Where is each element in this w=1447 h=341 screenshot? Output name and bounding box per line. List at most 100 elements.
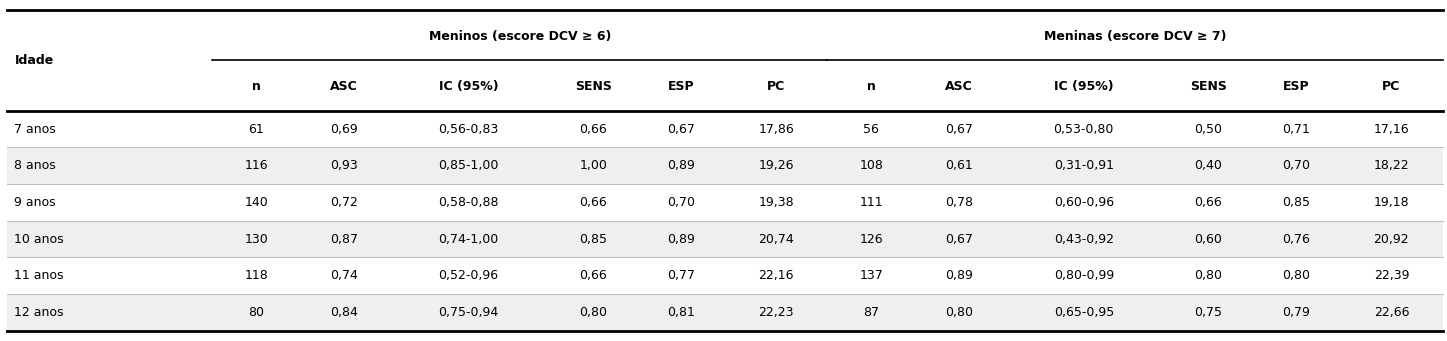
Text: 0,84: 0,84 bbox=[330, 306, 357, 319]
Text: 80: 80 bbox=[249, 306, 265, 319]
Text: 22,23: 22,23 bbox=[758, 306, 794, 319]
Text: 0,80: 0,80 bbox=[579, 306, 608, 319]
Text: 0,70: 0,70 bbox=[667, 196, 695, 209]
Text: 18,22: 18,22 bbox=[1373, 159, 1409, 172]
Text: 22,16: 22,16 bbox=[758, 269, 794, 282]
Text: 0,43-0,92: 0,43-0,92 bbox=[1053, 233, 1114, 246]
Text: 111: 111 bbox=[860, 196, 883, 209]
Text: 0,66: 0,66 bbox=[1194, 196, 1223, 209]
Text: 108: 108 bbox=[860, 159, 883, 172]
Text: 12 anos: 12 anos bbox=[14, 306, 64, 319]
Text: 0,85: 0,85 bbox=[579, 233, 608, 246]
Text: 0,65-0,95: 0,65-0,95 bbox=[1053, 306, 1114, 319]
Text: 0,74: 0,74 bbox=[330, 269, 357, 282]
Text: 116: 116 bbox=[245, 159, 268, 172]
Text: 0,85-1,00: 0,85-1,00 bbox=[438, 159, 499, 172]
Text: 0,80: 0,80 bbox=[945, 306, 974, 319]
Text: 20,74: 20,74 bbox=[758, 233, 794, 246]
FancyBboxPatch shape bbox=[7, 221, 1443, 257]
Text: 0,89: 0,89 bbox=[945, 269, 974, 282]
Text: 0,50: 0,50 bbox=[1194, 123, 1223, 136]
FancyBboxPatch shape bbox=[7, 111, 1443, 148]
Text: 0,79: 0,79 bbox=[1282, 306, 1310, 319]
Text: 0,69: 0,69 bbox=[330, 123, 357, 136]
Text: 0,77: 0,77 bbox=[667, 269, 695, 282]
FancyBboxPatch shape bbox=[7, 10, 1443, 111]
Text: ESP: ESP bbox=[1283, 80, 1310, 93]
Text: 140: 140 bbox=[245, 196, 268, 209]
Text: 11 anos: 11 anos bbox=[14, 269, 64, 282]
Text: 1,00: 1,00 bbox=[579, 159, 608, 172]
Text: 0,74-1,00: 0,74-1,00 bbox=[438, 233, 499, 246]
Text: n: n bbox=[867, 80, 875, 93]
Text: 10 anos: 10 anos bbox=[14, 233, 64, 246]
Text: 0,67: 0,67 bbox=[945, 233, 974, 246]
Text: 22,66: 22,66 bbox=[1373, 306, 1409, 319]
Text: 0,78: 0,78 bbox=[945, 196, 974, 209]
Text: 0,76: 0,76 bbox=[1282, 233, 1310, 246]
Text: 19,26: 19,26 bbox=[758, 159, 794, 172]
Text: 0,72: 0,72 bbox=[330, 196, 357, 209]
Text: 61: 61 bbox=[249, 123, 265, 136]
Text: IC (95%): IC (95%) bbox=[438, 80, 498, 93]
Text: 0,87: 0,87 bbox=[330, 233, 357, 246]
Text: 0,67: 0,67 bbox=[667, 123, 695, 136]
Text: 0,75-0,94: 0,75-0,94 bbox=[438, 306, 499, 319]
Text: 0,71: 0,71 bbox=[1282, 123, 1310, 136]
Text: 0,56-0,83: 0,56-0,83 bbox=[438, 123, 499, 136]
Text: 0,85: 0,85 bbox=[1282, 196, 1310, 209]
Text: ESP: ESP bbox=[667, 80, 695, 93]
Text: 0,81: 0,81 bbox=[667, 306, 695, 319]
Text: 22,39: 22,39 bbox=[1373, 269, 1409, 282]
Text: Idade: Idade bbox=[14, 54, 54, 67]
FancyBboxPatch shape bbox=[7, 294, 1443, 331]
Text: 20,92: 20,92 bbox=[1373, 233, 1409, 246]
Text: 87: 87 bbox=[864, 306, 880, 319]
Text: 0,89: 0,89 bbox=[667, 233, 695, 246]
Text: ASC: ASC bbox=[330, 80, 357, 93]
Text: PC: PC bbox=[767, 80, 786, 93]
Text: 130: 130 bbox=[245, 233, 268, 246]
Text: 0,75: 0,75 bbox=[1194, 306, 1223, 319]
Text: 0,52-0,96: 0,52-0,96 bbox=[438, 269, 499, 282]
Text: SENS: SENS bbox=[1189, 80, 1227, 93]
FancyBboxPatch shape bbox=[7, 257, 1443, 294]
Text: n: n bbox=[252, 80, 260, 93]
Text: 0,89: 0,89 bbox=[667, 159, 695, 172]
Text: 19,38: 19,38 bbox=[758, 196, 794, 209]
Text: 0,61: 0,61 bbox=[945, 159, 974, 172]
Text: 118: 118 bbox=[245, 269, 268, 282]
Text: IC (95%): IC (95%) bbox=[1053, 80, 1114, 93]
Text: 137: 137 bbox=[860, 269, 883, 282]
Text: 7 anos: 7 anos bbox=[14, 123, 56, 136]
Text: 17,16: 17,16 bbox=[1373, 123, 1409, 136]
Text: 0,80: 0,80 bbox=[1194, 269, 1223, 282]
Text: 56: 56 bbox=[864, 123, 880, 136]
Text: 8 anos: 8 anos bbox=[14, 159, 56, 172]
Text: 126: 126 bbox=[860, 233, 883, 246]
Text: Meninos (escore DCV ≥ 6): Meninos (escore DCV ≥ 6) bbox=[428, 30, 611, 43]
Text: 0,70: 0,70 bbox=[1282, 159, 1310, 172]
Text: 0,66: 0,66 bbox=[579, 269, 606, 282]
Text: 0,93: 0,93 bbox=[330, 159, 357, 172]
Text: 0,80: 0,80 bbox=[1282, 269, 1310, 282]
Text: Meninas (escore DCV ≥ 7): Meninas (escore DCV ≥ 7) bbox=[1043, 30, 1226, 43]
Text: PC: PC bbox=[1382, 80, 1401, 93]
Text: 0,58-0,88: 0,58-0,88 bbox=[438, 196, 499, 209]
Text: 0,67: 0,67 bbox=[945, 123, 974, 136]
FancyBboxPatch shape bbox=[7, 148, 1443, 184]
FancyBboxPatch shape bbox=[7, 184, 1443, 221]
Text: 0,31-0,91: 0,31-0,91 bbox=[1053, 159, 1114, 172]
Text: SENS: SENS bbox=[574, 80, 612, 93]
Text: ASC: ASC bbox=[945, 80, 974, 93]
Text: 0,60-0,96: 0,60-0,96 bbox=[1053, 196, 1114, 209]
Text: 0,66: 0,66 bbox=[579, 123, 606, 136]
Text: 0,80-0,99: 0,80-0,99 bbox=[1053, 269, 1114, 282]
Text: 0,66: 0,66 bbox=[579, 196, 606, 209]
Text: 19,18: 19,18 bbox=[1373, 196, 1409, 209]
Text: 9 anos: 9 anos bbox=[14, 196, 56, 209]
Text: 0,60: 0,60 bbox=[1194, 233, 1223, 246]
Text: 17,86: 17,86 bbox=[758, 123, 794, 136]
Text: 0,40: 0,40 bbox=[1194, 159, 1223, 172]
Text: 0,53-0,80: 0,53-0,80 bbox=[1053, 123, 1114, 136]
